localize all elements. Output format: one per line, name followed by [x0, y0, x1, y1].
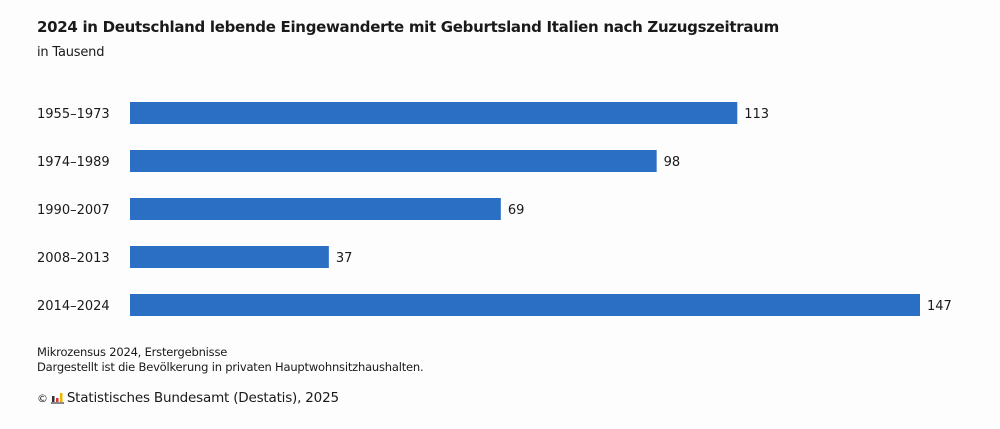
bar — [130, 150, 657, 172]
value-label: 98 — [664, 155, 681, 170]
bar — [130, 246, 329, 268]
category-label: 1955–1973 — [37, 107, 110, 122]
copyright: © Statistisches Bundesamt (Destatis), 20… — [37, 390, 339, 406]
category-label: 2008–2013 — [37, 251, 110, 266]
value-label: 113 — [744, 107, 769, 122]
copyright-icon: © — [37, 391, 48, 405]
population-note: Dargestellt ist die Bevölkerung in priva… — [37, 360, 424, 374]
value-label: 147 — [927, 299, 952, 314]
bar — [130, 198, 501, 220]
chart-title: 2024 in Deutschland lebende Eingewandert… — [37, 18, 779, 36]
bar — [130, 294, 920, 316]
copyright-text: Statistisches Bundesamt (Destatis), 2025 — [66, 390, 339, 406]
source-note: Mikrozensus 2024, Erstergebnisse — [37, 345, 228, 359]
value-label: 37 — [336, 251, 353, 266]
bar — [130, 102, 738, 124]
category-label: 1974–1989 — [37, 155, 110, 170]
destatis-logo-icon — [50, 393, 64, 404]
chart-subtitle: in Tausend — [37, 45, 105, 60]
value-label: 69 — [508, 203, 525, 218]
category-label: 1990–2007 — [37, 203, 110, 218]
category-label: 2014–2024 — [37, 299, 110, 314]
